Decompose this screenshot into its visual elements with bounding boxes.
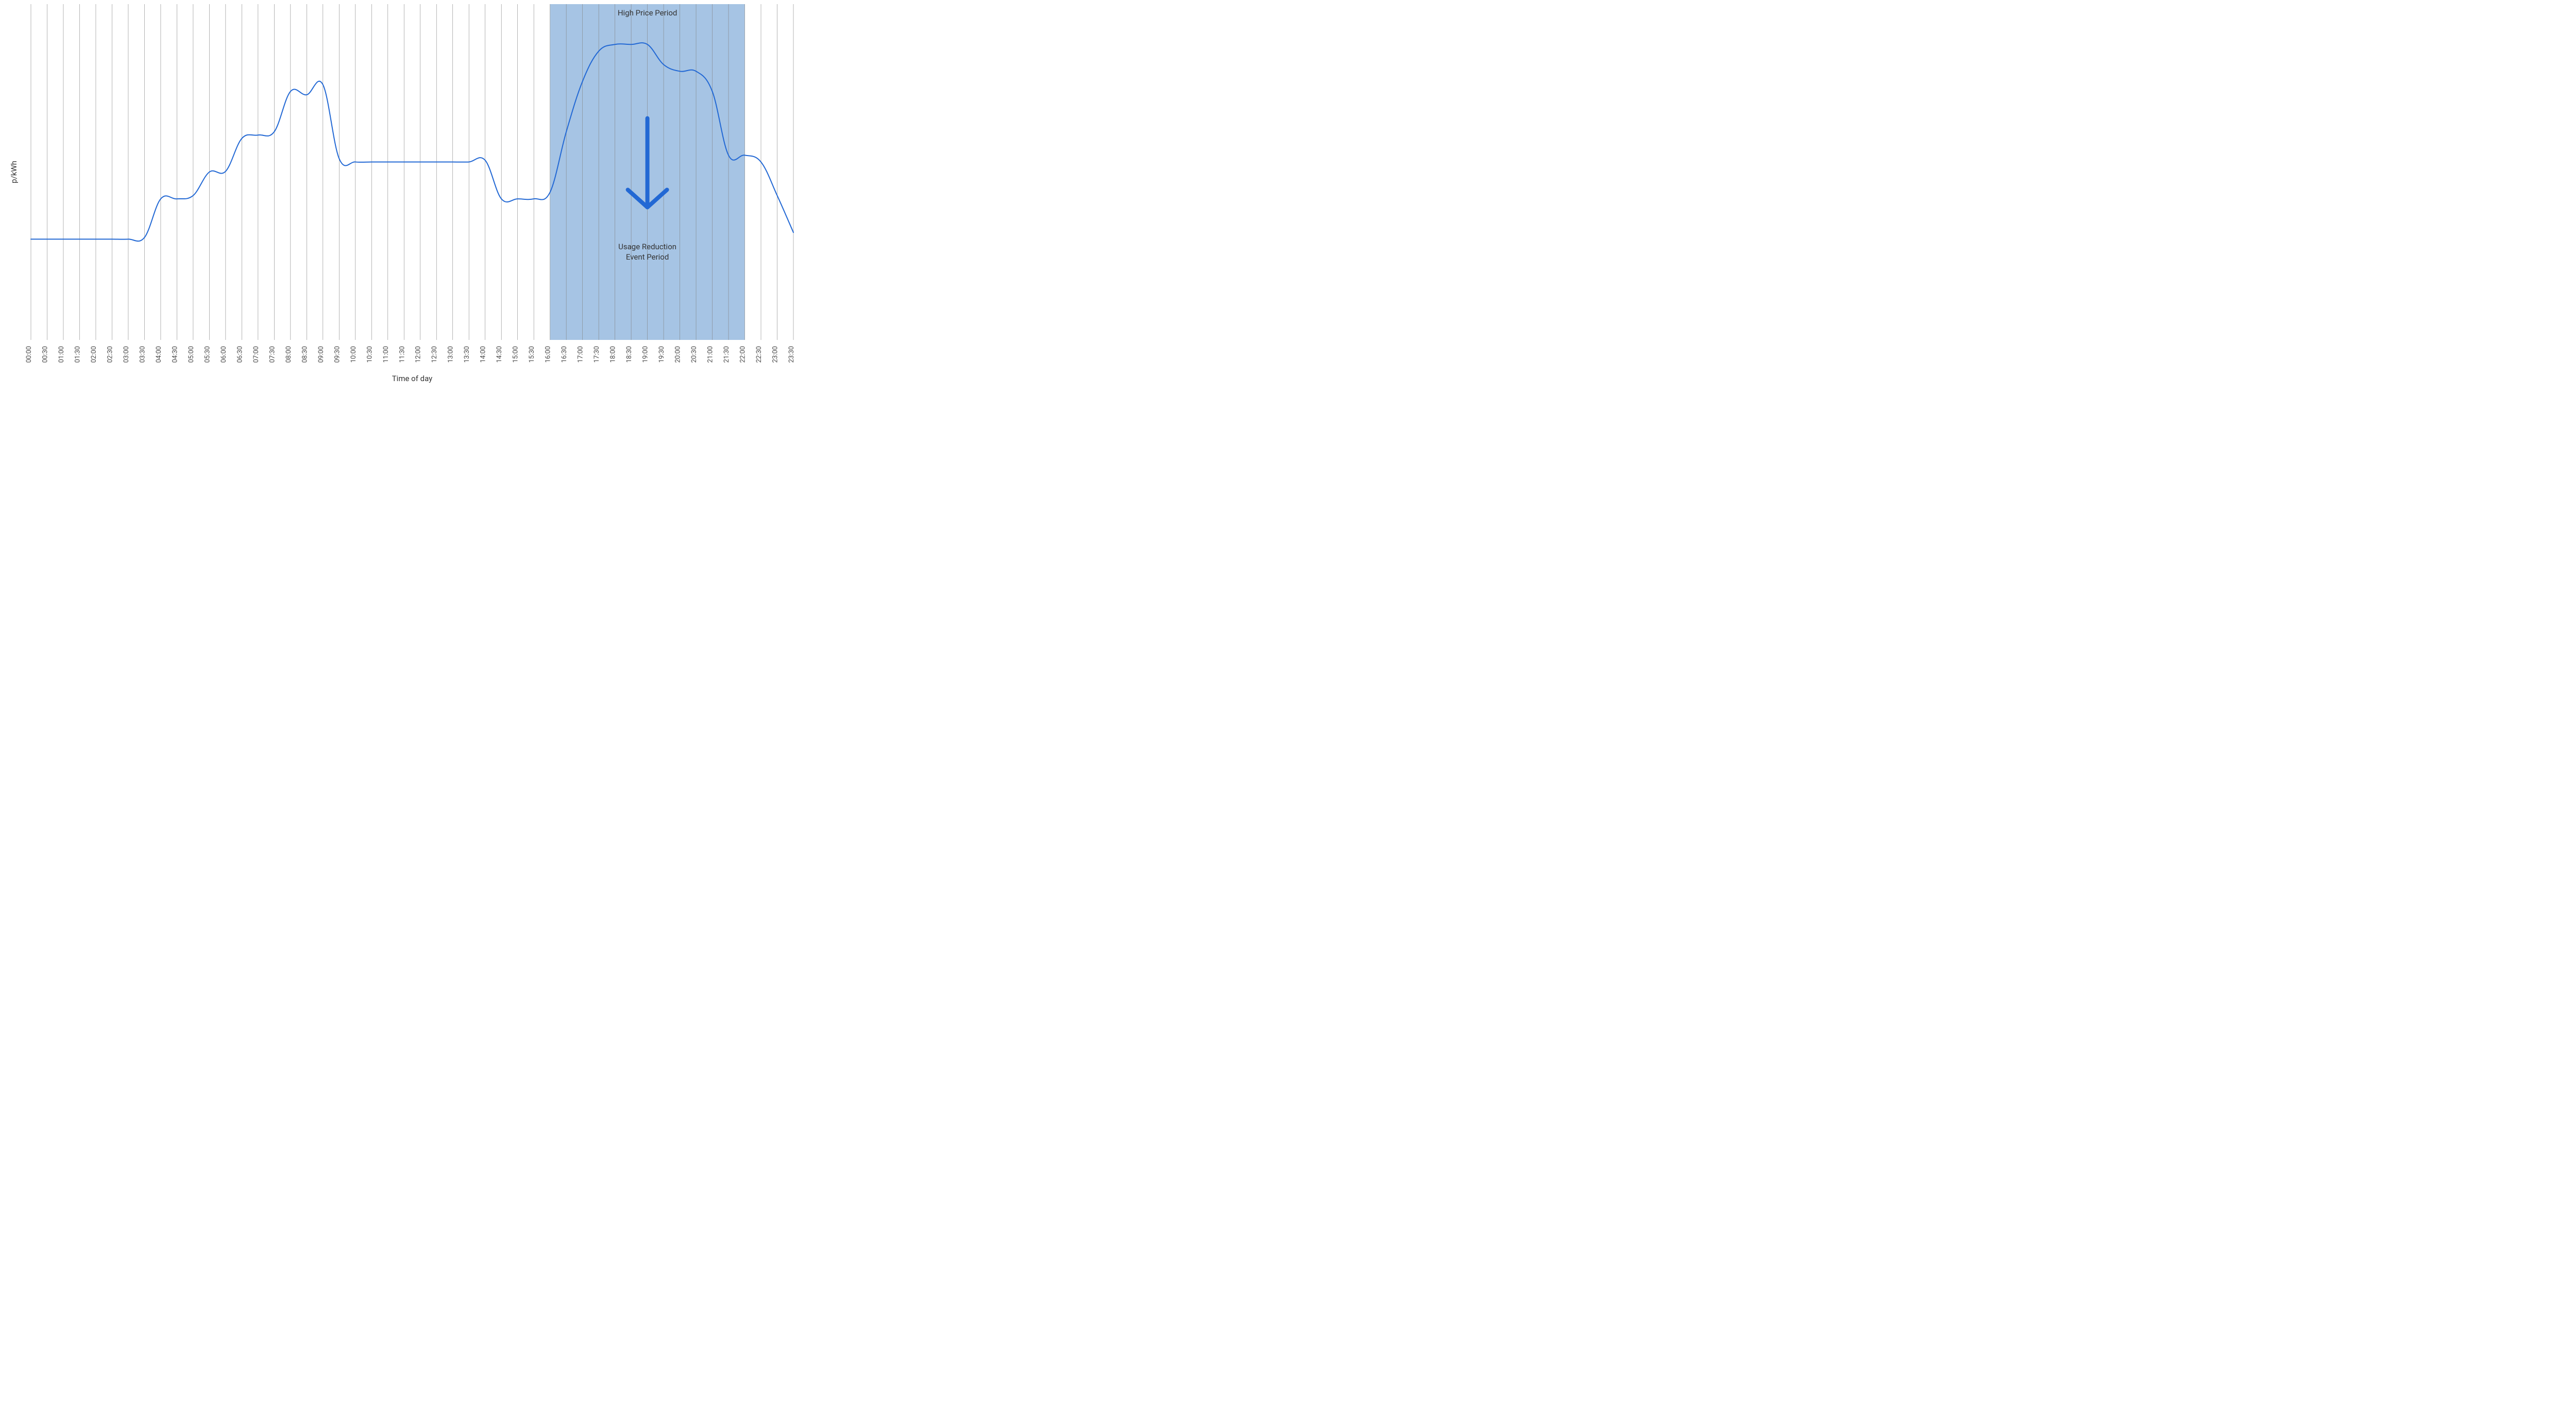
x-tick-label: 08:30: [301, 346, 309, 363]
x-tick-label: 15:30: [528, 346, 536, 363]
x-tick-label: 12:00: [415, 346, 422, 363]
x-tick-label: 07:30: [268, 346, 276, 363]
x-tick-label: 14:00: [480, 346, 487, 363]
x-tick-label: 16:30: [561, 346, 568, 363]
x-tick-label: 11:00: [382, 346, 390, 363]
x-tick-label: 03:00: [123, 346, 130, 363]
x-tick-label: 13:00: [447, 346, 455, 363]
x-tick-label: 03:30: [139, 346, 146, 363]
x-axis-label: Time of day: [392, 374, 433, 383]
usage-reduction-label-line2: Event Period: [626, 252, 669, 262]
x-tick-label: 07:00: [252, 346, 260, 363]
x-tick-label: 15:00: [512, 346, 520, 363]
x-tick-label: 18:00: [609, 346, 617, 363]
y-axis-label: p/kWh: [9, 161, 19, 183]
x-tick-label: 17:00: [577, 346, 585, 363]
x-tick-label: 21:30: [723, 346, 731, 363]
chart-svg: 00:00 00:30 01:00 01:30 02:00 02:30 03:00 03:30…: [0, 0, 804, 389]
x-tick-label: 10:00: [350, 346, 358, 363]
x-tick-label: 00:30: [41, 346, 49, 363]
x-tick-label: 23:30: [788, 346, 795, 363]
x-tick-label: 10:30: [366, 346, 374, 363]
x-tick-label: 08:00: [285, 346, 293, 363]
x-tick-label: 09:00: [317, 346, 325, 363]
x-tick-label: 13:30: [463, 346, 471, 363]
x-tick-label: 22:00: [739, 346, 747, 363]
x-tick-label: 04:00: [155, 346, 163, 363]
x-tick-label: 04:30: [171, 346, 179, 363]
x-tick-label: 16:00: [545, 346, 552, 363]
x-tick-label: 02:30: [106, 346, 114, 363]
x-tick-label: 01:30: [74, 346, 81, 363]
x-tick-label: 20:00: [674, 346, 682, 363]
x-tick-label: 19:30: [658, 346, 666, 363]
x-tick-label: 12:30: [431, 346, 438, 363]
x-tick-label: 22:30: [755, 346, 763, 363]
price-chart: 00:00 00:30 01:00 01:30 02:00 02:30 03:00 03:30…: [0, 0, 804, 389]
x-tick-label: 19:00: [642, 346, 650, 363]
x-tick-label: 23:00: [772, 346, 779, 363]
x-tick-label: 01:00: [58, 346, 65, 363]
x-tick-label: 05:30: [204, 346, 211, 363]
x-tick-label: 18:30: [625, 346, 633, 363]
x-tick-label: 21:00: [707, 346, 715, 363]
x-tick-label: 00:00: [25, 346, 33, 363]
x-tick-label: 11:30: [398, 346, 406, 363]
x-tick-label: 02:00: [90, 346, 98, 363]
x-tick-label: 06:30: [236, 346, 244, 363]
x-tick-label: 14:30: [496, 346, 503, 363]
x-tick-label: 09:30: [333, 346, 341, 363]
x-tick-label: 17:30: [593, 346, 601, 363]
x-tick-label: 20:30: [690, 346, 698, 363]
x-tick-label: 05:00: [188, 346, 195, 363]
x-tick-label: 06:00: [220, 346, 228, 363]
usage-reduction-label-line1: Usage Reduction: [618, 242, 676, 251]
high-price-label: High Price Period: [618, 8, 677, 18]
